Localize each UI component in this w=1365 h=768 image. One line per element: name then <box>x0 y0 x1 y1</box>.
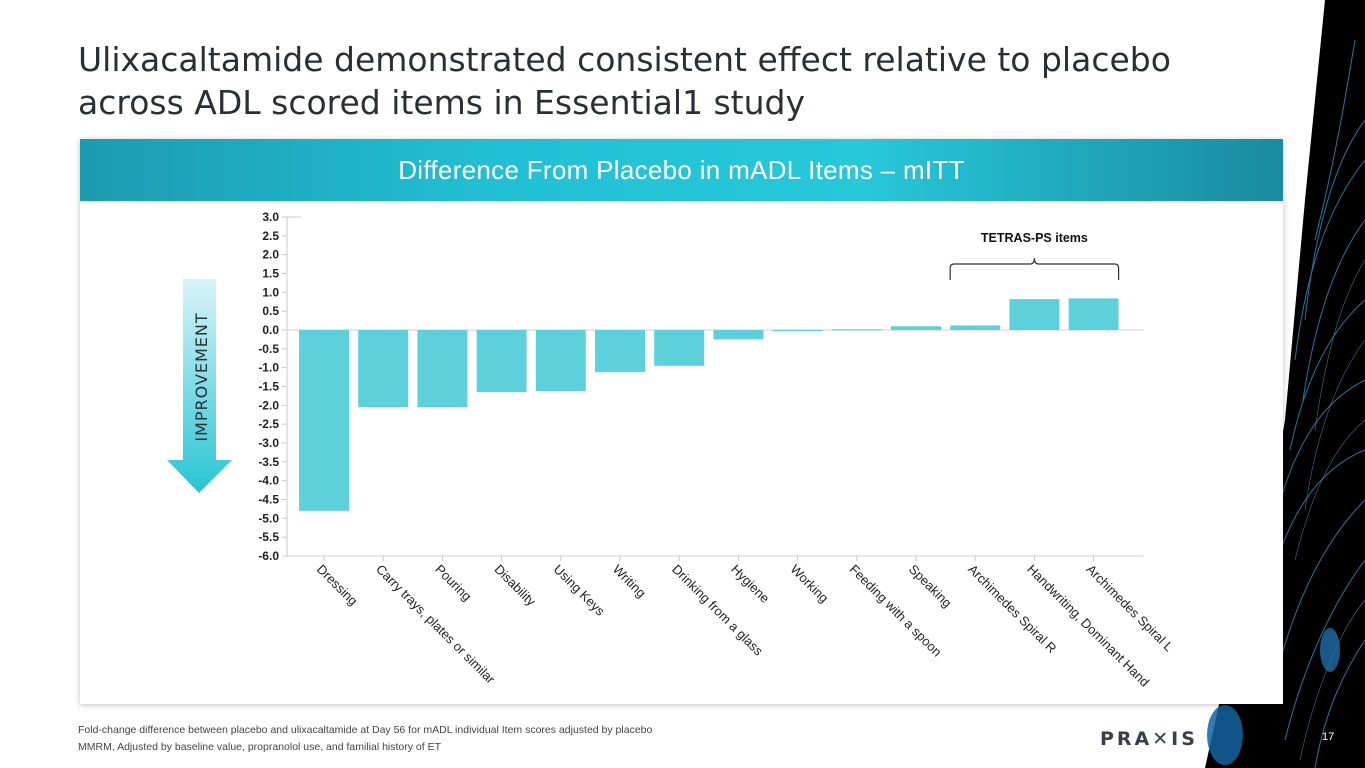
background-fiber-optic-art <box>1205 0 1365 768</box>
bar <box>358 330 409 408</box>
bar <box>950 325 1001 330</box>
chart-card: Difference From Placebo in mADL Items – … <box>80 139 1283 704</box>
y-tick-label: -1.5 <box>258 380 279 394</box>
y-tick-label: -6.0 <box>258 549 279 563</box>
bar <box>299 330 349 511</box>
category-label: Carry trays, plates or similar <box>373 562 498 687</box>
y-tick-label: -2.0 <box>258 398 279 412</box>
bar <box>476 330 527 393</box>
category-label: Handwriting, Dominant Hand <box>1024 562 1152 690</box>
bar <box>831 329 882 331</box>
bar-series <box>299 298 1119 511</box>
y-tick-label: 2.5 <box>262 229 279 243</box>
praxis-logo: PRA✕IS <box>1100 728 1198 750</box>
bar <box>535 330 586 392</box>
y-tick-label: 2.0 <box>262 248 279 262</box>
bar-chart: IMPROVEMENT 3.0 2.5 2.0 1.5 1.0 0.5 0.0 -0.5 -1.… <box>167 210 1176 690</box>
y-tick-label: -4.5 <box>258 493 279 507</box>
chart-title: Difference From Placebo in mADL Items – … <box>80 139 1283 201</box>
category-label: Disability <box>491 562 539 610</box>
y-tick-label: 1.0 <box>262 285 279 299</box>
bar <box>654 330 705 366</box>
y-tick-label: -5.5 <box>258 530 279 544</box>
category-label: Speaking <box>906 562 955 611</box>
bar <box>772 330 823 332</box>
category-label: Pouring <box>432 562 474 604</box>
y-axis: 3.0 2.5 2.0 1.5 1.0 0.5 0.0 -0.5 -1.0 -1.5 -2.0 -2.… <box>258 210 1144 563</box>
y-tick-label: -5.0 <box>258 511 279 525</box>
category-label: Dressing <box>314 562 361 609</box>
bar <box>1009 299 1060 330</box>
bar <box>713 330 764 340</box>
improvement-label: IMPROVEMENT <box>192 312 211 441</box>
category-label: Working <box>787 562 831 606</box>
y-tick-label: -0.5 <box>258 342 279 356</box>
bar <box>595 330 645 373</box>
footnote-line: Fold-change difference between placebo a… <box>78 724 653 736</box>
y-tick-label: -3.0 <box>258 436 279 450</box>
y-tick-label: 0.0 <box>262 323 279 337</box>
category-label: Hygiene <box>728 562 772 606</box>
footnote: Fold-change difference between placebo a… <box>78 722 778 756</box>
y-tick-label: 0.5 <box>262 304 279 318</box>
tetras-bracket: TETRAS-PS items <box>949 231 1120 280</box>
improvement-arrow: IMPROVEMENT <box>167 279 232 493</box>
bar <box>417 330 468 408</box>
y-tick-label: -4.0 <box>258 474 279 488</box>
slide-title: Ulixacaltamide demonstrated consistent e… <box>78 40 1171 122</box>
category-label: Using Keys <box>551 562 608 619</box>
y-tick-label: 3.0 <box>262 210 279 224</box>
bar <box>891 326 941 330</box>
y-tick-label: -3.5 <box>258 455 279 469</box>
x-axis: Dressing Carry trays, plates or similarPo… <box>314 556 1176 690</box>
bracket-label: TETRAS-PS items <box>981 231 1088 245</box>
footnote-line: MMRM, Adjusted by baseline value, propra… <box>78 741 442 753</box>
y-tick-label: 1.5 <box>262 267 279 281</box>
bar <box>1068 298 1119 330</box>
page-number: 17 <box>1322 731 1335 743</box>
bracket-line <box>949 257 1120 280</box>
y-tick-label: -1.0 <box>258 361 279 375</box>
y-tick-label: -2.5 <box>258 417 279 431</box>
category-label: Writing <box>610 562 649 601</box>
